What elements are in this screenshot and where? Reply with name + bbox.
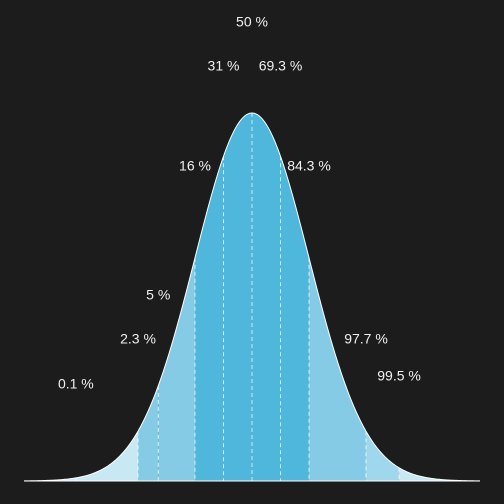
band — [223, 113, 252, 481]
band — [195, 156, 224, 481]
percentile-label: 97.7 % — [344, 331, 388, 347]
band — [399, 467, 480, 481]
band — [280, 156, 309, 481]
percentile-label: 69.3 % — [259, 58, 303, 74]
band — [252, 113, 281, 481]
percentile-label: 84.3 % — [287, 158, 331, 174]
percentile-label: 50 % — [236, 14, 268, 30]
percentile-label: 99.5 % — [377, 368, 421, 384]
percentile-label: 0.1 % — [58, 376, 94, 392]
percentile-label: 31 % — [208, 58, 240, 74]
band — [75, 431, 138, 481]
band — [24, 477, 76, 481]
band — [158, 257, 195, 481]
band — [138, 385, 159, 481]
percentile-label: 16 % — [179, 158, 211, 174]
band — [366, 431, 400, 481]
percentile-label: 5 % — [146, 287, 170, 303]
percentile-label: 2.3 % — [120, 331, 156, 347]
